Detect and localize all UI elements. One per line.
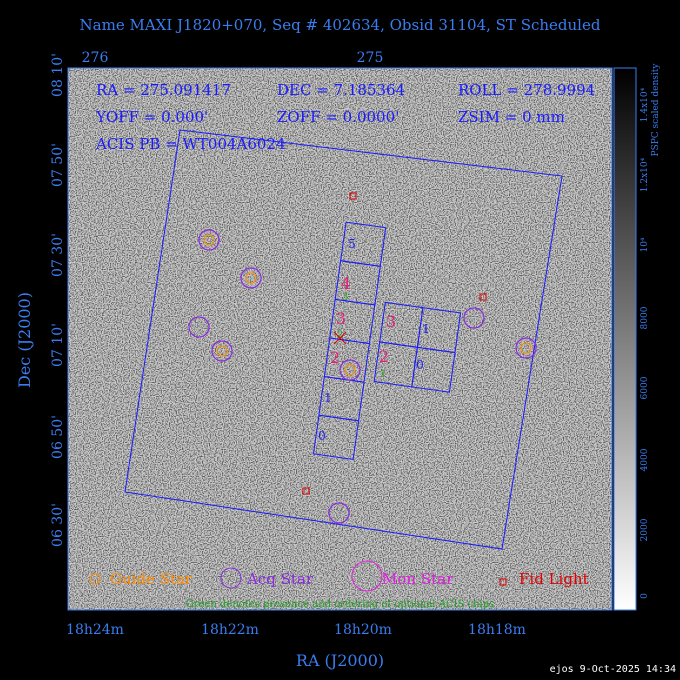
zsim: ZSIM = 0 mm: [458, 108, 565, 126]
acq-star: [515, 337, 537, 359]
fid-light: [302, 487, 310, 495]
acq-star: [339, 359, 361, 381]
chip-label: 3: [386, 312, 396, 331]
optional-label: 2: [337, 330, 343, 341]
cb-tick: 4000: [640, 448, 650, 471]
aimpoint: [333, 331, 347, 345]
optional-label: 3: [342, 292, 348, 303]
tick-label: 06 50': [50, 415, 66, 459]
ra: RA = 275.091417: [96, 81, 231, 99]
acq-star: [211, 340, 233, 362]
chip-label: 1: [324, 391, 332, 405]
tick-label: 275: [357, 50, 384, 66]
tick-label: 06 30': [50, 503, 66, 547]
zoff: ZOFF = 0.0000': [277, 108, 399, 126]
tick-label: 07 50': [50, 143, 66, 187]
guide-star: [203, 234, 215, 246]
chip-label: 3: [336, 309, 346, 328]
cb-tick: 1.2x10⁴: [640, 157, 650, 192]
colorbar: [613, 67, 637, 611]
guide-star: [245, 272, 257, 284]
legend-symbol: [220, 567, 242, 589]
chip-label: 0: [318, 429, 326, 443]
note: Green denotes presence and ordering of o…: [186, 599, 495, 610]
fid-light: [349, 192, 357, 200]
guide-star: [344, 364, 356, 376]
roll: ROLL = 278.9994: [458, 81, 595, 99]
tick-label: 07 10': [50, 323, 66, 367]
cb-tick: 1.4x10⁴: [640, 87, 650, 122]
acis-chips: [312, 221, 462, 460]
stars: [188, 192, 537, 524]
tick-label: 08 10': [50, 53, 66, 97]
cb-tick: 6000: [640, 376, 650, 399]
tick-label: 18h20m: [334, 622, 392, 638]
acq-star: [328, 502, 350, 524]
chip-label: 2: [330, 348, 340, 367]
acis-pb: ACIS PB = WT004A6024: [95, 135, 286, 153]
left-axis: 08 10' 07 50' 07 30' 07 10' 06 50' 06 30…: [15, 53, 66, 547]
chip-label: 4: [341, 274, 351, 293]
fid-light: [479, 293, 487, 301]
bottom-axis: 18h24m 18h22m 18h20m 18h18m RA (J2000): [66, 622, 526, 670]
legend: Guide Star Acq Star Mon Star Fid Light: [89, 560, 589, 592]
title: Name MAXI J1820+070, Seq # 402634, Obsid…: [80, 16, 601, 34]
top-axis: 276 275: [82, 50, 384, 66]
legend-label: Guide Star: [110, 570, 193, 588]
chip: [411, 346, 456, 393]
chip-label: 1: [422, 322, 430, 336]
acq-star: [240, 267, 262, 289]
hrc-field: [124, 129, 563, 550]
tick-label: 276: [82, 50, 109, 66]
cb-tick: 8000: [640, 306, 650, 329]
guide-star: [520, 342, 532, 354]
chip-label: 5: [348, 237, 356, 251]
chip-labels: 5 4 3 2 1 0 3 1 2 0 3 2 1: [318, 237, 430, 443]
dec: DEC = 7.185364: [277, 81, 405, 99]
info: RA = 275.091417 DEC = 7.185364 ROLL = 27…: [95, 81, 595, 153]
yoff: YOFF = 0.000': [95, 108, 208, 126]
legend-label: Mon Star: [382, 570, 454, 588]
cb-tick: 0: [640, 593, 650, 599]
legend-symbol: [351, 560, 383, 592]
footer: ejos 9-Oct-2025 14:34: [550, 664, 676, 675]
frame: [67, 67, 613, 611]
cb-label: PSPC scaled density: [651, 63, 661, 157]
optional-label: 1: [380, 369, 386, 380]
tick-label: 07 30': [50, 233, 66, 277]
colorbar-ticks: 0 2000 4000 6000 8000 10⁴ 1.2x10⁴ 1.4x10…: [640, 63, 661, 599]
guide-star: [216, 345, 228, 357]
legend-symbol: [89, 573, 101, 585]
legend-label: Acq Star: [246, 570, 314, 588]
tick-label: 18h18m: [468, 622, 526, 638]
y-title: Dec (J2000): [15, 292, 34, 388]
legend-symbol: [499, 578, 507, 586]
acq-star: [198, 229, 220, 251]
chip: [312, 414, 360, 460]
acq-star: [463, 307, 485, 329]
tick-label: 18h24m: [66, 622, 124, 638]
chip-label: 0: [416, 358, 424, 372]
cb-tick: 2000: [640, 518, 650, 541]
tick-label: 18h22m: [201, 622, 259, 638]
acq-star: [188, 316, 210, 338]
legend-label: Fid Light: [519, 570, 589, 588]
x-title: RA (J2000): [296, 651, 384, 670]
cb-tick: 10⁴: [640, 237, 650, 252]
chip-label: 2: [379, 347, 389, 366]
